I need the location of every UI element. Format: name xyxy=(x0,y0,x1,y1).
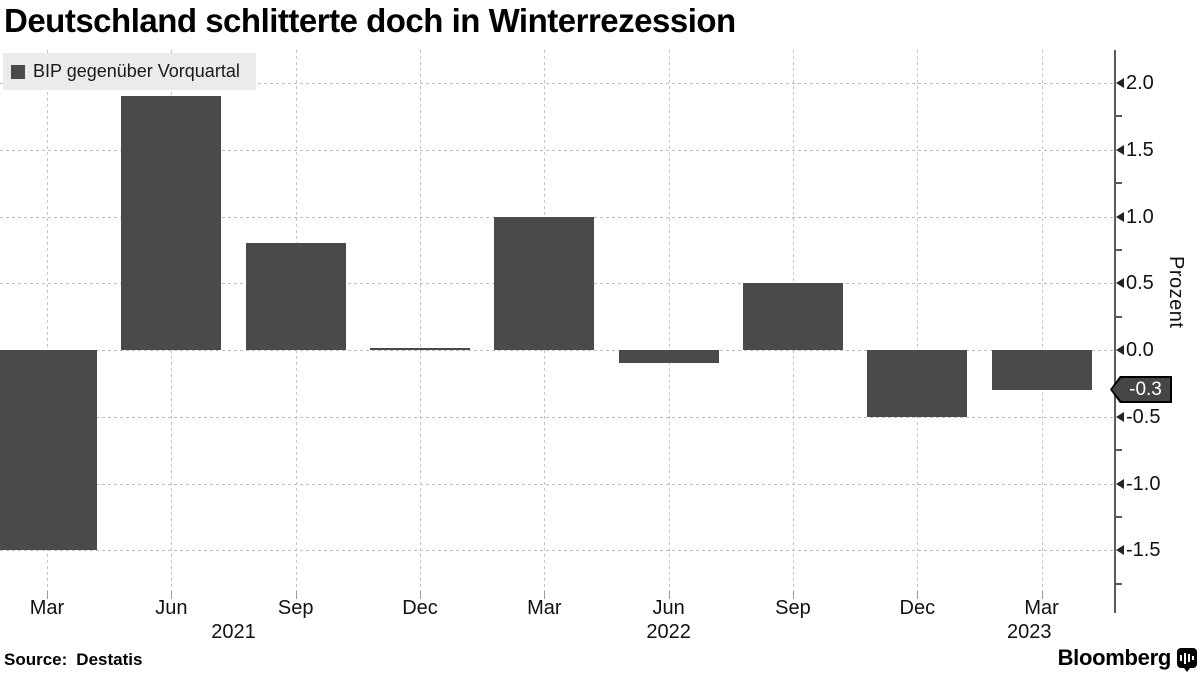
brand-logo: Bloomberg xyxy=(1057,645,1197,672)
gridline-horizontal xyxy=(0,483,1116,485)
gridline-horizontal xyxy=(0,416,1116,418)
x-axis-month-label: Mar xyxy=(1024,597,1059,619)
x-axis-month-label: Mar xyxy=(29,597,65,619)
gridline-vertical xyxy=(419,50,421,591)
x-axis-month-label: Sep xyxy=(277,597,314,619)
x-axis-month-label: Dec xyxy=(899,597,936,619)
x-axis-tick xyxy=(917,591,919,599)
current-value-badge-fill xyxy=(1112,378,1170,401)
legend-label: BIP gegenüber Vorquartal xyxy=(33,61,240,81)
x-axis-tick xyxy=(1041,591,1043,599)
legend: BIP gegenüber Vorquartal xyxy=(3,53,256,90)
current-value-badge-label: -0.3 xyxy=(1129,378,1162,400)
gridline-vertical xyxy=(668,50,670,591)
y-axis-minor-tick xyxy=(1116,248,1122,251)
y-axis-tick-label: -0.5 xyxy=(1126,405,1161,428)
y-axis-tick-label: 0.5 xyxy=(1126,272,1154,295)
plot-area xyxy=(0,50,1116,591)
y-axis-tick-label: 2.0 xyxy=(1126,72,1154,94)
x-axis-tick xyxy=(792,591,794,599)
gridline-horizontal xyxy=(0,350,1116,351)
source-note: Source: Destatis xyxy=(4,650,142,670)
brand-wordmark: Bloomberg xyxy=(1057,645,1172,670)
y-axis-tick-label: 1.0 xyxy=(1126,205,1154,228)
y-axis-tick-label: 0.0 xyxy=(1126,339,1154,361)
source-prefix: Source: xyxy=(4,650,68,669)
gridline-horizontal xyxy=(0,149,1116,151)
gridline-horizontal xyxy=(0,550,1116,552)
y-axis-major-tick-icon xyxy=(1116,278,1124,289)
bar xyxy=(494,216,595,350)
bar xyxy=(867,350,968,417)
chart-title: Deutschland schlitterte doch in Winterre… xyxy=(4,2,736,39)
x-axis-month-label: Jun xyxy=(652,597,685,619)
x-axis-year-label: 2022 xyxy=(646,621,691,643)
x-axis-month-label: Mar xyxy=(527,597,562,619)
x-axis-tick xyxy=(668,591,670,599)
y-axis-minor-tick xyxy=(1116,315,1122,318)
x-axis-year-label: 2021 xyxy=(211,621,256,643)
y-axis-major-tick-icon xyxy=(1116,478,1124,489)
bar xyxy=(369,348,470,350)
x-axis-tick xyxy=(544,591,546,599)
x-axis-tick xyxy=(171,591,173,599)
y-axis-major-tick-icon xyxy=(1116,411,1124,422)
y-axis-major-tick-icon xyxy=(1116,545,1124,556)
bar xyxy=(991,350,1092,391)
y-axis-major-tick-icon xyxy=(1116,345,1124,355)
bar xyxy=(245,243,346,350)
gridline-horizontal xyxy=(0,83,1116,84)
bar xyxy=(0,350,97,551)
y-axis-major-tick-icon xyxy=(1116,211,1124,222)
gridline-vertical xyxy=(917,50,919,591)
bloomberg-chart-icon xyxy=(1177,648,1197,672)
gridline-vertical xyxy=(47,50,48,591)
y-axis-major-tick-icon xyxy=(1116,78,1124,88)
x-axis-month-label: Dec xyxy=(402,597,438,619)
x-axis-tick xyxy=(47,591,48,599)
bar xyxy=(618,350,719,364)
y-axis-tick-label: -1.0 xyxy=(1126,472,1161,495)
source-name: Destatis xyxy=(76,650,143,669)
y-axis-unit-label: Prozent xyxy=(1165,256,1187,329)
y-axis-tick-label: -1.5 xyxy=(1126,539,1161,562)
x-axis-year-label: 2023 xyxy=(1006,621,1052,643)
y-axis-major-tick-icon xyxy=(1116,144,1124,155)
y-axis-minor-tick xyxy=(1116,115,1122,118)
x-axis-month-label: Jun xyxy=(155,597,188,619)
y-axis-minor-tick xyxy=(1116,182,1122,185)
bar xyxy=(742,283,843,350)
y-axis-minor-tick xyxy=(1116,515,1122,518)
y-axis-minor-tick xyxy=(1116,449,1122,452)
y-axis-line xyxy=(1114,50,1116,613)
bar xyxy=(121,96,222,350)
x-axis-tick xyxy=(419,591,421,599)
gridline-vertical xyxy=(1041,50,1043,591)
x-axis-month-label: Sep xyxy=(775,597,811,619)
y-axis-minor-tick xyxy=(1116,582,1122,585)
y-axis-tick-label: 1.5 xyxy=(1126,138,1154,161)
x-axis-tick xyxy=(295,591,297,599)
legend-swatch-icon xyxy=(11,64,25,79)
current-value-badge: -0.3 xyxy=(1110,376,1172,403)
